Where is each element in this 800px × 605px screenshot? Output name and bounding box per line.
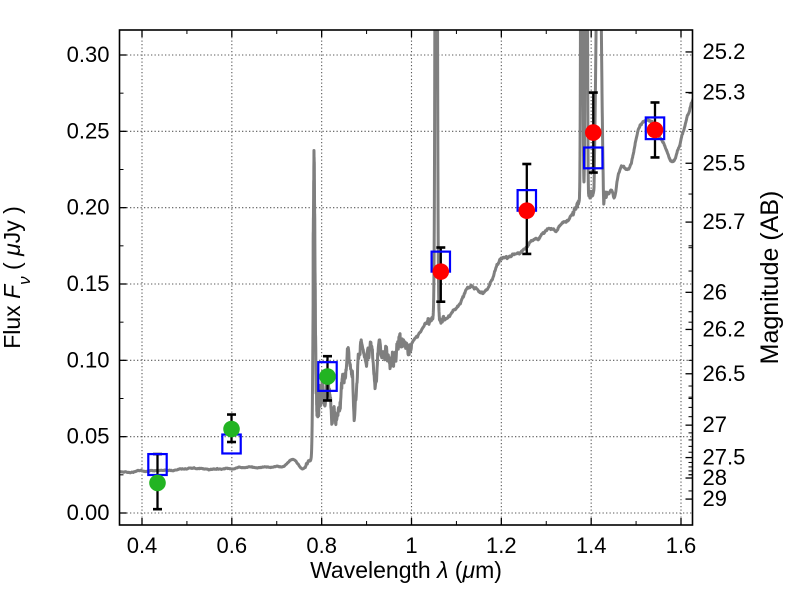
svg-text:26.5: 26.5 xyxy=(703,361,746,386)
svg-text:26: 26 xyxy=(703,279,727,304)
svg-text:25.5: 25.5 xyxy=(703,150,746,175)
svg-text:0.25: 0.25 xyxy=(67,118,110,143)
svg-text:0.8: 0.8 xyxy=(306,533,337,558)
svg-text:Magnitude (AB): Magnitude (AB) xyxy=(756,191,784,365)
svg-text:0.4: 0.4 xyxy=(127,533,158,558)
svg-text:1.4: 1.4 xyxy=(576,533,607,558)
svg-text:0.10: 0.10 xyxy=(67,347,110,372)
svg-text:Wavelength λ (μm): Wavelength λ (μm) xyxy=(310,557,502,583)
svg-text:1: 1 xyxy=(405,533,417,558)
svg-text:0.05: 0.05 xyxy=(67,424,110,449)
svg-text:0.30: 0.30 xyxy=(67,42,110,67)
svg-text:0.00: 0.00 xyxy=(67,500,110,525)
svg-text:0.20: 0.20 xyxy=(67,195,110,220)
svg-text:1.2: 1.2 xyxy=(486,533,517,558)
svg-text:26.2: 26.2 xyxy=(703,316,746,341)
svg-text:0.6: 0.6 xyxy=(217,533,248,558)
svg-text:27: 27 xyxy=(703,412,727,437)
svg-text:25.2: 25.2 xyxy=(703,39,746,64)
svg-text:0.15: 0.15 xyxy=(67,271,110,296)
svg-text:25.3: 25.3 xyxy=(703,80,746,105)
svg-text:29: 29 xyxy=(703,486,727,511)
svg-text:25.7: 25.7 xyxy=(703,209,746,234)
svg-text:1.6: 1.6 xyxy=(666,533,697,558)
